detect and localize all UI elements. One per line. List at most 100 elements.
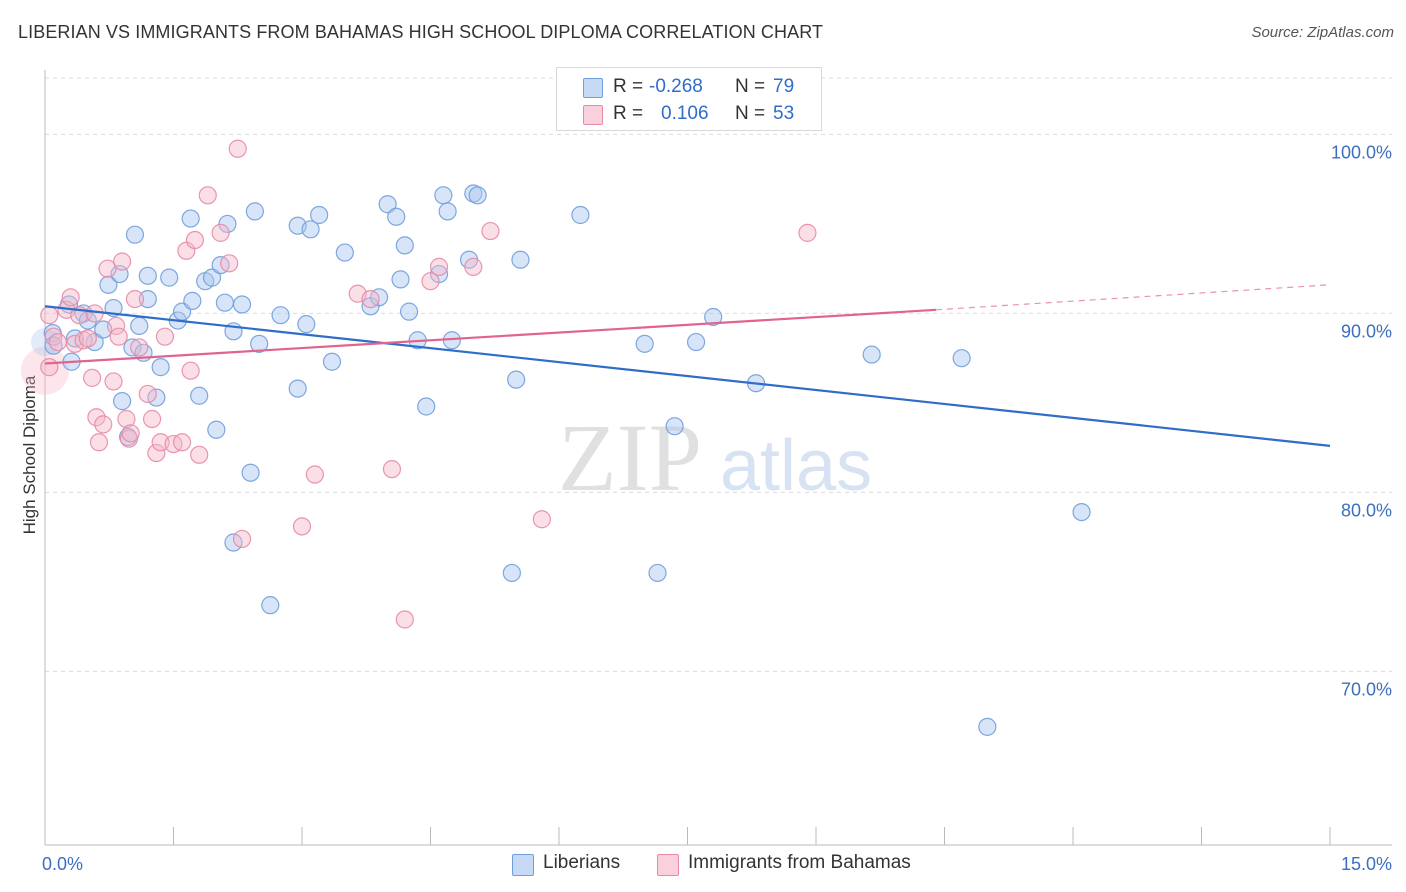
point-liberians bbox=[112, 392, 132, 411]
point-liberians bbox=[160, 268, 179, 287]
bottom-legend-label-liberians: Liberians bbox=[543, 852, 621, 873]
chart-title: LIBERIAN VS IMMIGRANTS FROM BAHAMAS HIGH… bbox=[18, 22, 824, 42]
point-liberians bbox=[571, 205, 590, 225]
point-bahamas bbox=[142, 409, 162, 429]
legend-r-label: R = bbox=[613, 76, 644, 97]
point-liberians bbox=[301, 220, 320, 239]
point-liberians bbox=[438, 202, 457, 221]
point-liberians bbox=[395, 236, 414, 255]
point-bahamas bbox=[121, 424, 140, 443]
point-liberians bbox=[378, 195, 397, 214]
watermark-zip: ZIP bbox=[558, 404, 702, 511]
point-bahamas bbox=[172, 433, 192, 452]
point-bahamas bbox=[228, 139, 247, 158]
point-bahamas bbox=[198, 186, 217, 205]
legend-swatch-liberians bbox=[583, 78, 603, 98]
point-liberians bbox=[502, 563, 521, 583]
legend-n-value: 79 bbox=[773, 76, 795, 97]
point-liberians bbox=[202, 268, 222, 287]
trend-line-bahamas bbox=[44, 308, 936, 365]
point-liberians bbox=[686, 332, 706, 352]
point-bahamas bbox=[78, 329, 97, 348]
point-bahamas bbox=[395, 610, 414, 629]
point-bahamas bbox=[48, 332, 67, 352]
point-liberians bbox=[391, 270, 410, 289]
source-credit: Source: ZipAtlas.com bbox=[1251, 24, 1394, 41]
gridlines bbox=[45, 77, 1392, 672]
point-liberians bbox=[507, 370, 526, 389]
point-liberians bbox=[511, 250, 530, 269]
point-liberians bbox=[207, 420, 226, 439]
x-tick-label: 15.0% bbox=[1341, 854, 1392, 874]
point-bahamas bbox=[211, 223, 230, 242]
legend-n-label: N = bbox=[735, 103, 766, 124]
point-liberians bbox=[261, 596, 280, 615]
data-points bbox=[21, 139, 1091, 736]
y-tick-label: 90.0% bbox=[1341, 321, 1392, 341]
point-bahamas bbox=[138, 384, 157, 404]
point-bahamas bbox=[464, 257, 483, 276]
point-liberians bbox=[434, 186, 453, 205]
point-bahamas bbox=[181, 361, 200, 380]
point-bahamas bbox=[382, 460, 402, 479]
point-bahamas bbox=[798, 223, 817, 242]
point-liberians bbox=[399, 302, 419, 321]
x-tick-label: 0.0% bbox=[42, 854, 83, 874]
point-liberians bbox=[138, 289, 157, 309]
point-liberians bbox=[468, 186, 487, 205]
point-liberians bbox=[215, 293, 234, 312]
legend-r-value: 0.106 bbox=[661, 103, 709, 124]
point-bahamas bbox=[40, 306, 59, 325]
point-liberians bbox=[78, 311, 97, 330]
cluster-blob-liberians bbox=[31, 328, 59, 357]
y-tick-label: 100.0% bbox=[1331, 142, 1392, 162]
legend-n-label: N = bbox=[735, 76, 766, 97]
point-bahamas bbox=[361, 289, 380, 309]
point-liberians bbox=[648, 563, 667, 583]
point-liberians bbox=[125, 225, 145, 244]
point-bahamas bbox=[292, 517, 312, 536]
point-bahamas bbox=[429, 257, 449, 276]
y-tick-label: 80.0% bbox=[1341, 500, 1392, 520]
point-bahamas bbox=[125, 289, 145, 309]
point-bahamas bbox=[94, 415, 113, 434]
point-liberians bbox=[297, 315, 316, 334]
point-liberians bbox=[183, 291, 202, 310]
point-liberians bbox=[387, 207, 406, 226]
point-bahamas bbox=[89, 433, 109, 452]
point-liberians bbox=[130, 316, 149, 336]
point-bahamas bbox=[232, 529, 252, 549]
point-bahamas bbox=[421, 272, 440, 291]
point-liberians bbox=[862, 345, 881, 364]
y-tick-label: 70.0% bbox=[1341, 679, 1392, 699]
point-bahamas bbox=[98, 259, 117, 278]
point-liberians bbox=[271, 306, 290, 325]
point-bahamas bbox=[83, 368, 102, 387]
axes bbox=[44, 70, 1392, 846]
legend-r-value: -0.268 bbox=[649, 76, 703, 97]
point-liberians bbox=[190, 386, 209, 405]
legend-swatch-bahamas bbox=[583, 105, 603, 125]
point-liberians bbox=[138, 266, 157, 285]
watermark-atlas: atlas bbox=[720, 426, 872, 506]
point-bahamas bbox=[532, 510, 551, 529]
point-liberians bbox=[250, 334, 269, 353]
point-liberians bbox=[417, 397, 436, 416]
point-bahamas bbox=[85, 304, 104, 323]
point-liberians bbox=[1072, 502, 1091, 522]
bottom-legend-swatch-bahamas bbox=[657, 854, 679, 876]
point-bahamas bbox=[155, 327, 175, 346]
point-bahamas bbox=[481, 221, 500, 241]
point-liberians bbox=[288, 379, 307, 398]
point-bahamas bbox=[190, 445, 209, 464]
point-bahamas bbox=[109, 327, 128, 346]
tick-labels: 70.0% 80.0% 90.0% 100.0% 0.0% 15.0% bbox=[42, 142, 1392, 874]
point-bahamas bbox=[61, 288, 80, 307]
point-bahamas bbox=[104, 372, 123, 391]
point-liberians bbox=[704, 307, 723, 327]
point-bahamas bbox=[87, 408, 106, 427]
point-bahamas bbox=[147, 443, 166, 463]
correlation-legend: R = -0.268 N = 79 R = 0.106 N = 53 bbox=[556, 67, 822, 131]
point-liberians bbox=[335, 243, 354, 262]
